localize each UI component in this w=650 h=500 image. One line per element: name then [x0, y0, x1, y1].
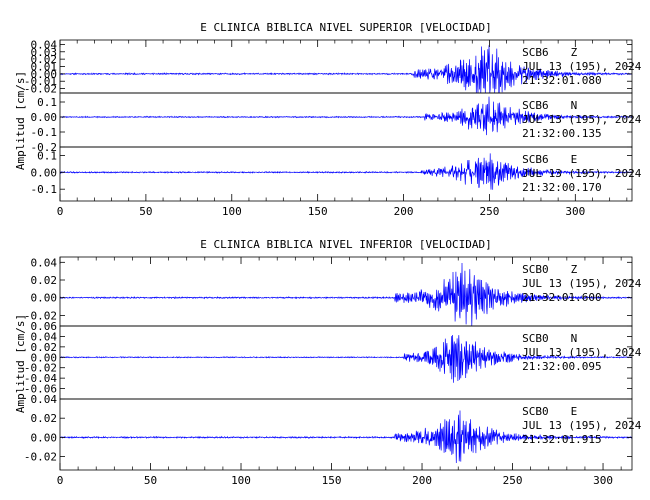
y-tick-label: -0.02 — [24, 362, 57, 375]
y-tick-label: -0.02 — [24, 451, 57, 464]
date-label: JUL 13 (195), 2024 — [522, 60, 642, 73]
y-tick-label: -0.1 — [31, 126, 58, 139]
date-label: JUL 13 (195), 2024 — [522, 346, 642, 359]
y-axis-label: Amplitud [cm/s] — [14, 71, 27, 170]
y-tick-label: -0.06 — [24, 383, 57, 396]
y-tick-label: 0.02 — [31, 341, 58, 354]
subplot-frame — [59, 398, 633, 471]
y-tick-label: 0.04 — [31, 38, 58, 51]
y-tick-label: -0.04 — [24, 372, 57, 385]
y-tick-label: 0.02 — [31, 274, 58, 287]
time-label: 21:32:00.170 — [522, 181, 601, 194]
date-label: JUL 13 (195), 2024 — [522, 419, 642, 432]
date-label: JUL 13 (195), 2024 — [522, 277, 642, 290]
time-label: 21:32:01.080 — [522, 74, 601, 87]
x-tick-label: 100 — [222, 205, 242, 218]
y-tick-label: 0.06 — [31, 320, 58, 333]
panel-nivel-superior: E CLINICA BIBLICA NIVEL SUPERIOR [VELOCI… — [14, 21, 642, 218]
station-code: SCB6 — [522, 153, 549, 166]
time-label: 21:32:01.915 — [522, 433, 601, 446]
y-tick-label: 0.03 — [31, 46, 58, 59]
station-code: SCB6 — [522, 99, 549, 112]
station-code: SCB0 — [522, 263, 549, 276]
x-tick-label: 150 — [308, 205, 328, 218]
component-code: Z — [571, 46, 578, 59]
x-tick-label: 300 — [565, 205, 585, 218]
date-label: JUL 13 (195), 2024 — [522, 113, 642, 126]
station-label: SCB0 E — [522, 405, 577, 418]
x-tick-label: 300 — [593, 474, 613, 487]
y-tick-label: 0.02 — [31, 412, 58, 425]
y-tick-label: 0.04 — [31, 330, 58, 343]
y-tick-label: 0.00 — [31, 111, 58, 124]
x-tick-label: 100 — [231, 474, 251, 487]
y-tick-label: 0.00 — [31, 351, 58, 364]
panel-nivel-inferior: E CLINICA BIBLICA NIVEL INFERIOR [VELOCI… — [14, 238, 642, 487]
y-tick-label: 0.00 — [31, 292, 58, 305]
x-tick-label: 0 — [57, 205, 64, 218]
station-code: SCB0 — [522, 332, 549, 345]
x-tick-label: 150 — [322, 474, 342, 487]
y-tick-label: -0.01 — [24, 75, 57, 88]
y-tick-label: 0.02 — [31, 53, 58, 66]
y-tick-label: 0.04 — [31, 393, 58, 406]
trace-SCB6-N — [59, 96, 633, 136]
y-axis-label: Amplitud [cm/s] — [14, 314, 27, 413]
date-label: JUL 13 (195), 2024 — [522, 167, 642, 180]
x-tick-label: 200 — [412, 474, 432, 487]
trace-SCB6-E — [59, 153, 633, 190]
y-tick-label: 0.04 — [31, 256, 58, 269]
trace-SCB0-N — [59, 334, 633, 383]
component-code: Z — [571, 263, 578, 276]
x-tick-label: 50 — [144, 474, 157, 487]
y-tick-label: 0.1 — [37, 149, 57, 162]
x-tick-label: 250 — [479, 205, 499, 218]
station-code: SCB0 — [522, 405, 549, 418]
station-label: SCB6 E — [522, 153, 577, 166]
time-label: 21:32:00.095 — [522, 360, 601, 373]
station-label: SCB6 Z — [522, 46, 578, 59]
trace-SCB6-Z — [59, 45, 633, 94]
component-code: E — [571, 153, 578, 166]
time-label: 21:32:00.135 — [522, 127, 601, 140]
trace-SCB0-E — [59, 410, 633, 464]
y-tick-label: 0.1 — [37, 96, 57, 109]
component-code: E — [571, 405, 578, 418]
x-tick-label: 50 — [139, 205, 152, 218]
time-label: 21:32:01.600 — [522, 291, 601, 304]
station-label: SCB6 N — [522, 99, 577, 112]
y-tick-label: -0.2 — [31, 141, 58, 154]
chart-title: E CLINICA BIBLICA NIVEL INFERIOR [VELOCI… — [200, 238, 491, 251]
chart-title: E CLINICA BIBLICA NIVEL SUPERIOR [VELOCI… — [200, 21, 491, 34]
y-tick-label: -0.02 — [24, 309, 57, 322]
y-tick-label: 0.00 — [31, 431, 58, 444]
subplot-frame — [59, 146, 633, 202]
component-code: N — [571, 332, 578, 345]
y-tick-label: 0.00 — [31, 68, 58, 81]
x-tick-label: 250 — [503, 474, 523, 487]
x-tick-label: 200 — [394, 205, 414, 218]
y-tick-label: 0.01 — [31, 61, 58, 74]
station-code: SCB6 — [522, 46, 549, 59]
station-label: SCB0 Z — [522, 263, 578, 276]
trace-SCB0-Z — [59, 262, 633, 327]
y-tick-label: -0.1 — [31, 183, 58, 196]
station-label: SCB0 N — [522, 332, 577, 345]
x-tick-label: 0 — [57, 474, 64, 487]
y-tick-label: 0.00 — [31, 166, 58, 179]
component-code: N — [571, 99, 578, 112]
y-tick-label: -0.02 — [24, 83, 57, 96]
